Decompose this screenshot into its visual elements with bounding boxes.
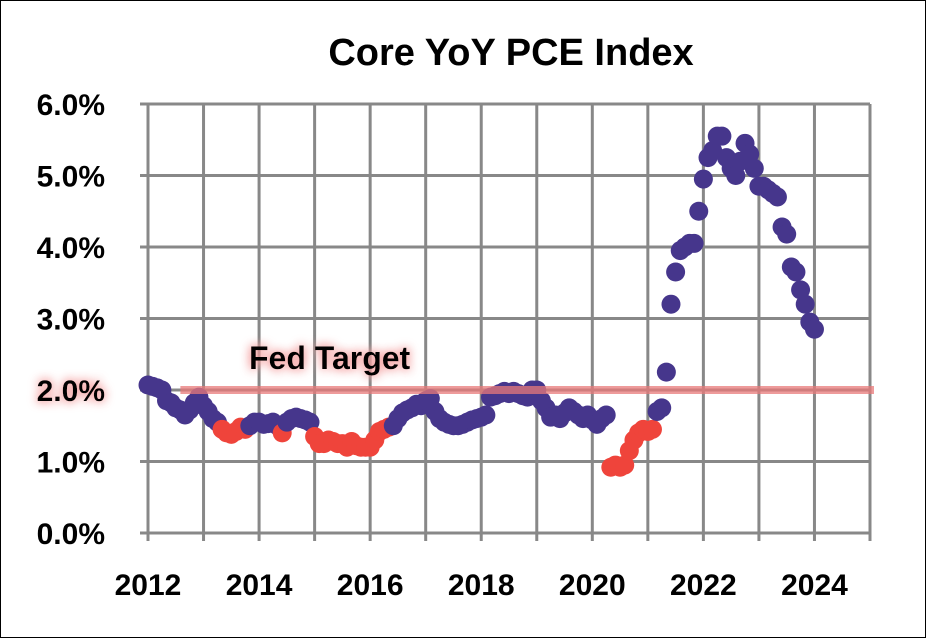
data-point bbox=[726, 166, 746, 185]
x-tick-label: 2018 bbox=[448, 569, 515, 602]
data-point bbox=[656, 362, 676, 382]
data-point bbox=[791, 280, 811, 300]
tick-labels: 0.0% 1.0% 2.0% 3.0% 4.0% 5.0% 6.0% 2012 2014 2016… bbox=[37, 89, 849, 602]
data-point bbox=[804, 319, 824, 339]
y-tick-label: 5.0% bbox=[37, 161, 105, 194]
grid bbox=[140, 102, 872, 541]
data-point bbox=[300, 412, 320, 432]
x-tick-label: 2020 bbox=[559, 569, 626, 602]
x-tick-label: 2024 bbox=[781, 569, 848, 602]
y-tick-label: 2.0% bbox=[37, 375, 105, 408]
data-points bbox=[138, 126, 824, 477]
y-tick-label: 0.0% bbox=[37, 518, 105, 551]
data-point bbox=[795, 294, 815, 314]
y-tick-label: 1.0% bbox=[37, 447, 105, 480]
data-point bbox=[476, 405, 496, 425]
data-point bbox=[712, 126, 732, 146]
data-point bbox=[596, 405, 616, 425]
fed-target-label: Fed Target bbox=[249, 340, 411, 376]
data-point bbox=[689, 201, 709, 221]
y-tick-label: 6.0% bbox=[37, 89, 105, 122]
data-point bbox=[693, 169, 713, 189]
x-tick-label: 2022 bbox=[670, 569, 737, 602]
data-point bbox=[786, 262, 806, 282]
data-point bbox=[642, 419, 662, 439]
chart-title: Core YoY PCE Index bbox=[328, 32, 693, 74]
data-point bbox=[652, 398, 672, 418]
data-point bbox=[661, 294, 681, 314]
data-point bbox=[666, 262, 686, 282]
data-point bbox=[777, 224, 797, 244]
x-tick-label: 2012 bbox=[115, 569, 182, 602]
data-point bbox=[684, 233, 704, 253]
data-point bbox=[767, 187, 787, 207]
data-point bbox=[740, 144, 760, 164]
data-point bbox=[615, 455, 635, 475]
x-tick-label: 2014 bbox=[226, 569, 293, 602]
reference-line-group: Fed Target bbox=[180, 340, 874, 394]
data-point bbox=[744, 158, 764, 178]
x-tick-label: 2016 bbox=[337, 569, 404, 602]
y-tick-label: 4.0% bbox=[37, 232, 105, 265]
y-tick-label: 3.0% bbox=[37, 304, 105, 337]
